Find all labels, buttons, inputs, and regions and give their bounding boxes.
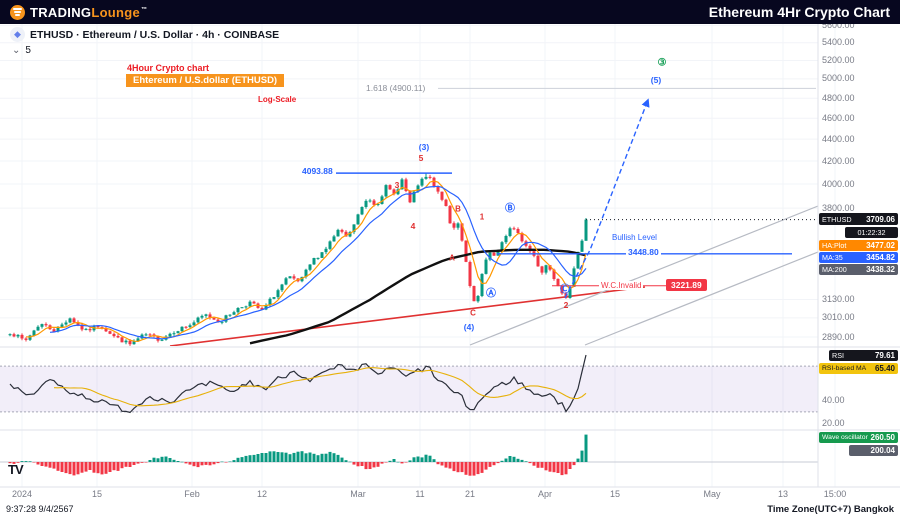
symbol-title[interactable]: ETHUSD · Ethereum / U.S. Dollar · 4h · C…	[30, 28, 280, 41]
ma35-value: 3454.82	[866, 253, 895, 262]
tradingview-logo[interactable]: TV	[8, 462, 24, 477]
chevron-down-icon[interactable]: ⌄	[12, 45, 21, 56]
last-price-badge: ETHUSD 3709.06	[819, 213, 898, 225]
ha-plot-badge: HA:Plot 3477.02	[819, 240, 898, 251]
wave-osc-value: 260.50	[870, 433, 895, 442]
rsi-badge: RSI 79.61	[829, 350, 898, 361]
ma200-badge: MA:200 3438.32	[819, 264, 898, 275]
brand-name: TRADINGLounge™	[30, 5, 147, 20]
bullish-level-price: 3448.80	[626, 247, 661, 257]
wc-invalid-price-badge: 3221.89	[666, 279, 707, 291]
wave-osc-label: Wave oscillator	[822, 434, 868, 441]
drawing-count-badge: 5	[25, 45, 31, 56]
page-title: Ethereum 4Hr Crypto Chart	[708, 4, 890, 20]
ma35-badge: MA:35 3454.82	[819, 252, 898, 263]
rsi-ma-value: 65.40	[874, 364, 895, 373]
timezone-label[interactable]: Time Zone(UTC+7) Bangkok	[767, 504, 894, 515]
rsi-label: RSI	[832, 351, 844, 360]
toolbar-collapse[interactable]: ⌄ 5	[12, 45, 31, 56]
ethereum-icon: ◆	[10, 27, 25, 42]
time-axis[interactable]	[0, 487, 900, 503]
rsi-value: 79.61	[874, 351, 895, 360]
peak-price-label: 4093.88	[302, 166, 333, 176]
trademark-symbol: ™	[141, 7, 148, 14]
header-bar: TRADINGLounge™ Ethereum 4Hr Crypto Chart	[0, 0, 900, 24]
bullish-level-label: Bullish Level	[612, 233, 657, 242]
last-price-value: 3709.06	[866, 214, 895, 224]
rsi-ma-badge: RSI-based MA 65.40	[819, 363, 898, 374]
symbol-bar[interactable]: ◆ ETHUSD · Ethereum / U.S. Dollar · 4h ·…	[10, 27, 279, 42]
tradinglounge-logo	[10, 4, 25, 20]
brand-lounge: Lounge	[91, 4, 141, 20]
log-scale-label: Log-Scale	[258, 95, 297, 104]
brand: TRADINGLounge™	[10, 4, 147, 20]
rsi-ma-label: RSI-based MA	[822, 365, 867, 372]
fib-extension-label: 1.618 (4900.11)	[366, 83, 426, 93]
wave-osc-badge: Wave oscillator 260.50	[819, 432, 898, 443]
chart-title-box: Ehtereum / U.S.dollar (ETHUSD)	[126, 74, 285, 87]
ha-plot-value: 3477.02	[866, 241, 895, 250]
brand-trading: TRADING	[30, 4, 92, 20]
ma200-value: 3438.32	[866, 265, 895, 274]
ma200-label: MA:200	[822, 265, 847, 274]
last-price-symbol: ETHUSD	[822, 214, 852, 224]
ma35-label: MA:35	[822, 253, 843, 262]
clock-label: 9:37:28 9/4/2567	[6, 504, 74, 514]
osc-ma-badge: 200.04	[849, 445, 898, 456]
bar-countdown-badge: 01:22:32	[845, 227, 898, 238]
osc-ma-value: 200.04	[870, 446, 895, 455]
wc-invalid-label: W.C.Invalid	[599, 281, 644, 290]
bar-countdown-value: 01:22:32	[857, 228, 886, 237]
chart-subtitle: 4Hour Crypto chart	[127, 63, 210, 73]
ha-plot-label: HA:Plot	[822, 241, 847, 250]
